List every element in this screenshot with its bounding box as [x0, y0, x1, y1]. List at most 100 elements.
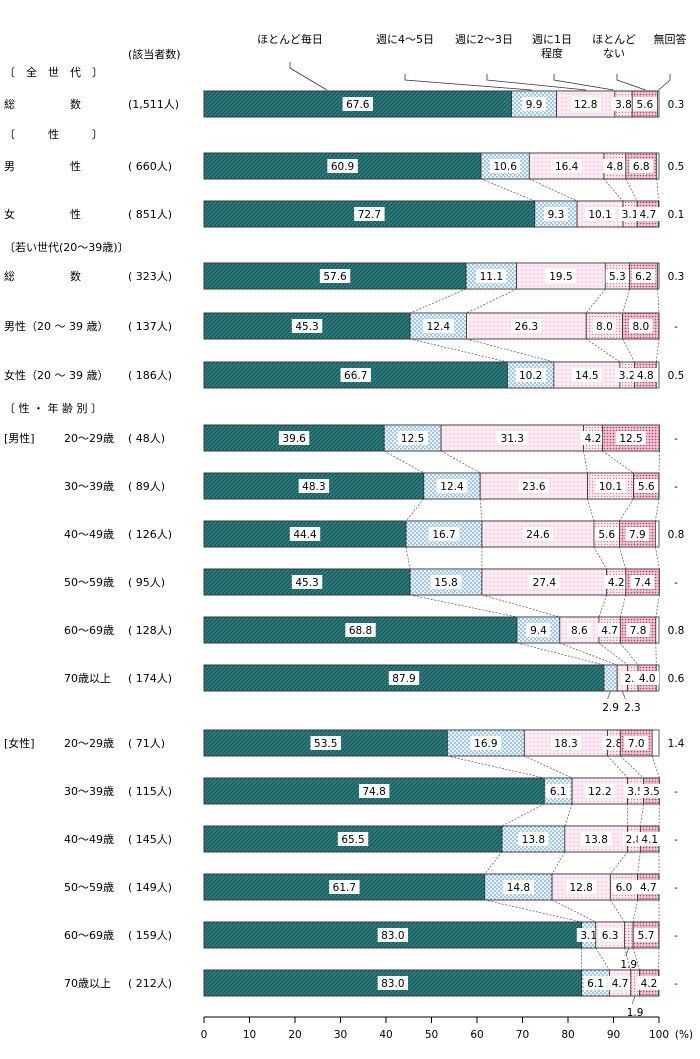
connector-line — [517, 643, 604, 665]
connector-line — [447, 756, 544, 778]
connector-line — [623, 339, 635, 362]
section-header: 〔 性 〕 — [4, 127, 103, 141]
row-count: ( 159人) — [128, 929, 172, 942]
data-label: 4.8 — [607, 161, 624, 173]
legend-leader — [405, 74, 532, 90]
row-label: 60～69歳 — [64, 624, 114, 637]
no-answer-label: - — [674, 882, 678, 894]
data-label: 3.5 — [643, 786, 660, 798]
data-label: 23.6 — [522, 481, 546, 493]
legend-label: 週に4～5日 — [376, 33, 434, 46]
connector-line — [524, 756, 572, 778]
bar-segment — [624, 922, 633, 948]
legend-label: 程度 — [541, 46, 563, 60]
data-label: 7.0 — [628, 738, 645, 750]
row-label: 20～29歳 — [64, 737, 114, 750]
row-count: ( 126人) — [128, 528, 172, 541]
connector-line — [638, 852, 641, 874]
x-tick-label: 50 — [425, 1029, 438, 1041]
data-label: 10.1 — [588, 209, 611, 221]
x-unit-label: (%) — [675, 1029, 693, 1041]
row-label: 女性（20 ～ 39 歳） — [4, 368, 108, 382]
legend-leader — [290, 62, 327, 90]
connector-line — [560, 643, 617, 665]
connector-line — [481, 179, 535, 201]
row-count: ( 174人) — [128, 672, 172, 685]
no-answer-label: - — [674, 930, 678, 942]
data-label: 12.4 — [427, 321, 451, 333]
connector-line — [410, 289, 466, 313]
data-label: 87.9 — [392, 673, 415, 685]
connector-line — [620, 643, 638, 665]
row-label: 女 性 — [4, 207, 81, 221]
data-label: 9.3 — [548, 209, 565, 221]
data-label: 7.4 — [634, 577, 651, 589]
row-count: ( 95人) — [128, 576, 165, 589]
data-label: 48.3 — [302, 481, 325, 493]
connector-line — [467, 339, 554, 362]
connector-line — [586, 339, 620, 362]
connector-line — [619, 499, 633, 521]
data-label: 9.9 — [526, 99, 543, 111]
connector-line — [657, 179, 659, 201]
data-label: 7.9 — [629, 529, 646, 541]
data-label: 6.1 — [587, 978, 604, 990]
data-label: 4.7 — [640, 209, 657, 221]
connector-line — [626, 179, 637, 201]
data-label: 10.1 — [599, 481, 622, 493]
row-count: ( 115人) — [128, 785, 172, 798]
no-answer-label: 0.5 — [668, 161, 685, 173]
data-label: 60.9 — [331, 161, 354, 173]
row-count: ( 48人) — [128, 432, 165, 445]
connector-line — [594, 547, 607, 569]
connector-line — [552, 852, 565, 874]
data-label: 6.3 — [602, 930, 619, 942]
data-label: 31.3 — [501, 433, 524, 445]
row-count: ( 71人) — [128, 737, 165, 750]
data-label: 39.6 — [282, 433, 306, 445]
connector-line — [655, 547, 659, 569]
data-label: 4.7 — [601, 625, 618, 637]
data-label: 4.1 — [641, 834, 658, 846]
connector-line — [529, 179, 577, 201]
connector-line — [565, 804, 572, 826]
legend-label: 週に2～3日 — [455, 33, 513, 46]
data-label-leader — [622, 691, 625, 699]
data-label: 16.7 — [432, 529, 455, 541]
no-answer-label: - — [674, 481, 678, 493]
connector-line — [410, 339, 507, 362]
data-label: 74.8 — [362, 786, 385, 798]
connector-line — [441, 451, 480, 473]
data-label: 8.6 — [571, 625, 588, 637]
data-label: 16.4 — [555, 161, 579, 173]
row-count: ( 149人) — [128, 881, 172, 894]
data-label: 12.4 — [440, 481, 464, 493]
legend-label: ない — [603, 47, 625, 60]
no-answer-label: - — [674, 786, 678, 798]
x-tick-label: 90 — [607, 1029, 620, 1041]
legend-leader — [617, 74, 645, 90]
data-label: 14.8 — [507, 882, 530, 894]
connector-line — [604, 179, 623, 201]
connector-line — [384, 451, 424, 473]
row-count: ( 89人) — [128, 480, 165, 493]
x-tick-label: 30 — [334, 1029, 347, 1041]
data-label: 4.2 — [608, 577, 625, 589]
data-label: 24.6 — [526, 529, 550, 541]
connector-line — [608, 756, 628, 778]
no-answer-label: - — [674, 321, 678, 333]
row-count: ( 660人) — [128, 160, 172, 173]
x-tick-label: 20 — [288, 1029, 301, 1041]
data-label: 44.4 — [293, 529, 317, 541]
data-label: 1.9 — [620, 959, 637, 971]
data-label: 68.8 — [349, 625, 372, 637]
data-label: 3.8 — [615, 99, 632, 111]
x-tick-label: 40 — [379, 1029, 392, 1041]
row-label: 総 数 — [4, 269, 81, 283]
data-label: 8.0 — [596, 321, 613, 333]
connector-line — [652, 756, 659, 778]
legend-label: ほとんど — [592, 33, 636, 46]
connector-line — [596, 948, 610, 970]
data-label: 2.3 — [624, 702, 641, 714]
data-label: 19.5 — [549, 271, 572, 283]
